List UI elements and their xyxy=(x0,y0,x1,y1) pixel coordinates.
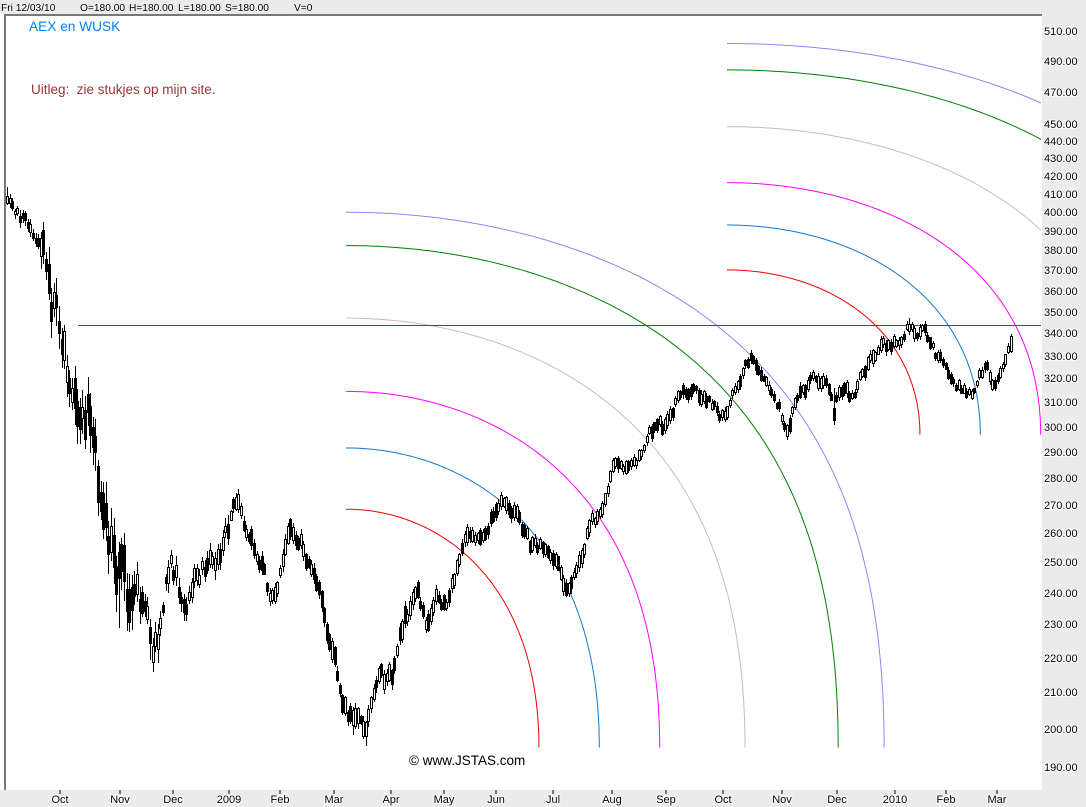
svg-text:Dec: Dec xyxy=(827,794,847,806)
svg-text:410.00: 410.00 xyxy=(1044,189,1078,201)
svg-text:200.00: 200.00 xyxy=(1044,724,1078,736)
svg-text:260.00: 260.00 xyxy=(1044,528,1078,540)
svg-text:230.00: 230.00 xyxy=(1044,619,1078,631)
svg-text:420.00: 420.00 xyxy=(1044,171,1078,183)
svg-text:Feb: Feb xyxy=(937,794,956,806)
svg-text:© www.JSTAS.com: © www.JSTAS.com xyxy=(409,753,525,768)
svg-text:Apr: Apr xyxy=(382,794,399,806)
svg-text:Jul: Jul xyxy=(546,794,560,806)
svg-text:S=180.00: S=180.00 xyxy=(225,3,269,14)
svg-text:Mar: Mar xyxy=(325,794,344,806)
svg-text:210.00: 210.00 xyxy=(1044,687,1078,699)
svg-text:May: May xyxy=(434,794,455,806)
svg-text:Dec: Dec xyxy=(163,794,183,806)
svg-text:Nov: Nov xyxy=(110,794,130,806)
svg-text:330.00: 330.00 xyxy=(1044,351,1078,363)
svg-text:O=180.00: O=180.00 xyxy=(80,3,125,14)
svg-text:H=180.00: H=180.00 xyxy=(129,3,174,14)
svg-text:400.00: 400.00 xyxy=(1044,207,1078,219)
svg-text:L=180.00: L=180.00 xyxy=(178,3,221,14)
svg-text:440.00: 440.00 xyxy=(1044,136,1078,148)
svg-text:2010: 2010 xyxy=(883,794,907,806)
svg-text:280.00: 280.00 xyxy=(1044,473,1078,485)
svg-text:Sep: Sep xyxy=(656,794,676,806)
svg-text:Uitleg: zie stukjes op mijn s: Uitleg: zie stukjes op mijn site. xyxy=(31,82,216,97)
svg-text:Oct: Oct xyxy=(714,794,731,806)
svg-text:190.00: 190.00 xyxy=(1044,762,1078,774)
svg-text:Oct: Oct xyxy=(51,794,68,806)
svg-text:240.00: 240.00 xyxy=(1044,588,1078,600)
svg-text:250.00: 250.00 xyxy=(1044,557,1078,569)
svg-text:2009: 2009 xyxy=(217,794,241,806)
svg-text:350.00: 350.00 xyxy=(1044,307,1078,319)
svg-text:V=0: V=0 xyxy=(294,3,313,14)
svg-text:470.00: 470.00 xyxy=(1044,87,1078,99)
svg-text:Aug: Aug xyxy=(602,794,622,806)
svg-text:300.00: 300.00 xyxy=(1044,422,1078,434)
svg-text:310.00: 310.00 xyxy=(1044,397,1078,409)
svg-text:AEX en WUSK: AEX en WUSK xyxy=(29,19,120,34)
svg-text:370.00: 370.00 xyxy=(1044,265,1078,277)
svg-text:Fri 12/03/10: Fri 12/03/10 xyxy=(1,3,56,14)
svg-text:380.00: 380.00 xyxy=(1044,245,1078,257)
svg-text:430.00: 430.00 xyxy=(1044,153,1078,165)
svg-text:270.00: 270.00 xyxy=(1044,500,1078,512)
svg-text:Nov: Nov xyxy=(772,794,792,806)
svg-text:390.00: 390.00 xyxy=(1044,226,1078,238)
svg-text:320.00: 320.00 xyxy=(1044,373,1078,385)
svg-text:450.00: 450.00 xyxy=(1044,119,1078,131)
svg-text:360.00: 360.00 xyxy=(1044,286,1078,298)
svg-text:490.00: 490.00 xyxy=(1044,56,1078,68)
svg-text:340.00: 340.00 xyxy=(1044,328,1078,340)
svg-text:220.00: 220.00 xyxy=(1044,653,1078,665)
svg-text:Mar: Mar xyxy=(988,794,1007,806)
svg-text:Feb: Feb xyxy=(271,794,290,806)
svg-text:510.00: 510.00 xyxy=(1044,26,1078,38)
svg-text:Jun: Jun xyxy=(487,794,505,806)
svg-text:290.00: 290.00 xyxy=(1044,447,1078,459)
